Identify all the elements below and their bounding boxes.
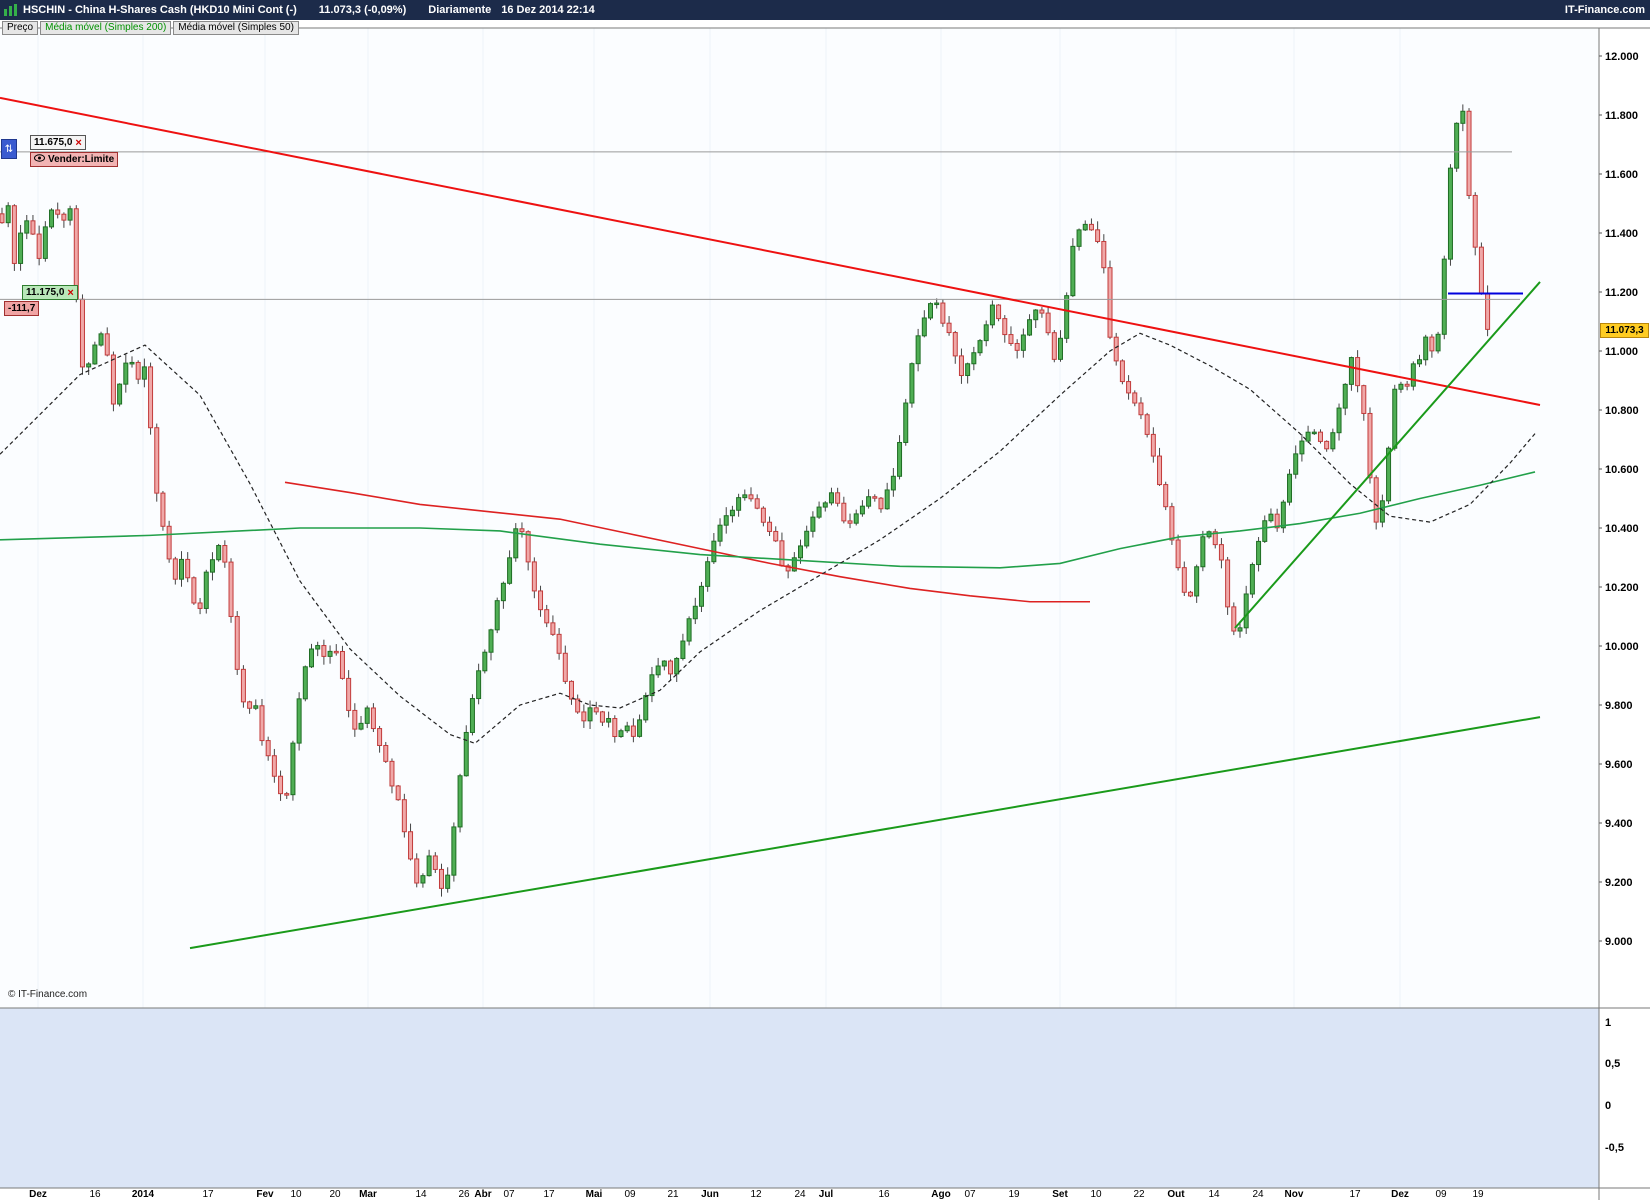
title-bar: HSCHIN - China H-Shares Cash (HKD10 Mini…	[0, 0, 1650, 20]
axis-label: 11.800	[1605, 110, 1638, 122]
axis-label: 17	[543, 1189, 555, 1200]
axis-label: 9.600	[1605, 759, 1633, 771]
brand-label: IT-Finance.com	[1564, 4, 1645, 16]
axis-label: Set	[1052, 1189, 1068, 1200]
axis-label: 20	[329, 1189, 341, 1200]
red-downtrend-line	[0, 96, 1541, 406]
axis-label: 12.000	[1605, 51, 1639, 63]
axis-label: Jul	[819, 1189, 834, 1200]
axis-label: 14	[1208, 1189, 1220, 1200]
position-pnl: -111,7	[8, 303, 36, 314]
axis-label: 17	[1349, 1189, 1361, 1200]
axis-label: 10	[1090, 1189, 1102, 1200]
axis-label: 07	[503, 1189, 515, 1200]
panel-borders	[0, 27, 1650, 1200]
green-uptrend-line-steep	[1234, 281, 1541, 629]
position-price-box[interactable]: 11.175,0 ×	[22, 285, 78, 300]
gridlines	[37, 28, 1401, 1008]
axis-label: -0,5	[1605, 1142, 1624, 1154]
axis-label: 26	[458, 1189, 470, 1200]
close-icon[interactable]: ×	[75, 136, 82, 149]
candles-layer	[0, 104, 1491, 897]
axis-label: 19	[1008, 1189, 1020, 1200]
axis-label: 11.400	[1605, 228, 1638, 240]
indicator-axis-labels: 1 0,5 0 -0,5	[1605, 1017, 1624, 1154]
price-display: 11.073,3 (-0,09%)	[318, 4, 407, 16]
sell-limit-price-box[interactable]: 11.675,0 ×	[30, 135, 86, 150]
datetime-label: 16 Dez 2014 22:14	[501, 4, 595, 16]
price-button[interactable]: Preço	[2, 21, 39, 35]
app-icon	[4, 4, 18, 16]
axis-label: 1	[1605, 1017, 1611, 1029]
trendlines	[0, 96, 1541, 950]
axis-label: 10.800	[1605, 405, 1639, 417]
axis-label: 10	[290, 1189, 302, 1200]
axis-label: Jun	[701, 1189, 719, 1200]
symbol-title: HSCHIN - China H-Shares Cash (HKD10 Mini…	[23, 4, 297, 16]
indicator-toolbar: Preço Média móvel (Simples 200) Média mó…	[2, 21, 299, 35]
axis-label: 24	[794, 1189, 806, 1200]
axis-label: Mai	[586, 1189, 603, 1200]
axis-label: 0	[1605, 1100, 1611, 1112]
position-pnl-box: -111,7	[4, 301, 40, 316]
axis-label: 10.600	[1605, 464, 1639, 476]
drag-arrows-icon: ⇅	[4, 143, 14, 155]
axis-label: Out	[1167, 1189, 1185, 1200]
eye-icon[interactable]	[34, 154, 45, 165]
position-price: 11.175,0	[26, 287, 65, 298]
current-price-tag: 11.073,3	[1600, 323, 1649, 338]
moving-averages	[0, 332, 1536, 745]
axis-label: 0,5	[1605, 1058, 1620, 1070]
order-drag-handle[interactable]: ⇅	[1, 139, 17, 159]
sell-limit-price: 11.675,0	[34, 137, 73, 148]
axis-label: 9.000	[1605, 936, 1633, 948]
chart-panels	[0, 28, 1650, 1200]
copyright-label: © IT-Finance.com	[8, 989, 88, 1000]
axis-label: 10.400	[1605, 523, 1639, 535]
current-price-value: 11.073,3	[1605, 325, 1644, 336]
axis-label: 10.000	[1605, 641, 1639, 653]
sma200-line	[0, 471, 1536, 569]
axis-label: 16	[89, 1189, 101, 1200]
axis-label: 16	[878, 1189, 890, 1200]
axis-label: 9.800	[1605, 700, 1633, 712]
axis-label: 19	[1472, 1189, 1484, 1200]
ma200-button[interactable]: Média móvel (Simples 200)	[40, 21, 172, 35]
axis-label: Dez	[29, 1189, 47, 1200]
close-icon[interactable]: ×	[67, 286, 74, 299]
axis-label: 22	[1133, 1189, 1145, 1200]
axis-label: Fev	[256, 1189, 274, 1200]
axis-label: 9.400	[1605, 818, 1633, 830]
axis-label: 09	[1435, 1189, 1447, 1200]
sma-red-line	[284, 481, 1090, 603]
axis-label: 9.200	[1605, 877, 1633, 889]
axis-label: Ago	[931, 1189, 950, 1200]
axis-label: 2014	[132, 1189, 155, 1200]
axis-label: 10.200	[1605, 582, 1639, 594]
axis-label: 07	[964, 1189, 976, 1200]
price-axis-labels: 12.000 11.800 11.600 11.400 11.200 11.000 10.8…	[1599, 51, 1639, 948]
axis-label: 11.000	[1605, 346, 1638, 358]
axis-label: Dez	[1391, 1189, 1409, 1200]
axis-label: 17	[202, 1189, 214, 1200]
sell-limit-label: Vender:Limite	[48, 154, 115, 165]
ma50-button[interactable]: Média móvel (Simples 50)	[173, 21, 299, 35]
period-label: Diariamente	[428, 4, 492, 16]
sell-limit-label-box[interactable]: Vender:Limite	[30, 152, 119, 167]
axis-label: Abr	[474, 1189, 491, 1200]
date-axis-labels: Dez 16 2014 17 Fev 10 20 Mar 14 26 Abr 07 17 Mai 09 21 J…	[29, 1189, 1484, 1200]
axis-label: 11.200	[1605, 287, 1638, 299]
axis-label: 12	[750, 1189, 762, 1200]
sma50-dashed-line	[0, 332, 1536, 745]
axis-label: 24	[1252, 1189, 1264, 1200]
axis-label: Nov	[1285, 1189, 1304, 1200]
axis-label: 14	[415, 1189, 427, 1200]
axis-label: Mar	[359, 1189, 377, 1200]
green-uptrend-line-long	[189, 716, 1541, 950]
axis-label: 11.600	[1605, 169, 1638, 181]
axis-label: 21	[667, 1189, 679, 1200]
axis-label: 09	[624, 1189, 636, 1200]
